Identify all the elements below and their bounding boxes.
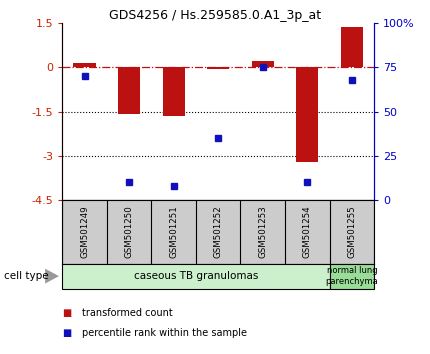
Text: GSM501250: GSM501250 — [125, 205, 134, 258]
Bar — [252, 61, 274, 67]
Bar — [62, 264, 329, 289]
Bar — [118, 67, 140, 114]
Text: GDS4256 / Hs.259585.0.A1_3p_at: GDS4256 / Hs.259585.0.A1_3p_at — [109, 9, 321, 22]
Text: transformed count: transformed count — [82, 308, 172, 318]
Bar — [296, 67, 319, 162]
Text: GSM501254: GSM501254 — [303, 205, 312, 258]
Bar — [74, 63, 96, 67]
Bar — [341, 27, 363, 67]
Polygon shape — [45, 269, 59, 284]
Text: caseous TB granulomas: caseous TB granulomas — [134, 271, 258, 281]
Bar — [207, 67, 229, 69]
Text: percentile rank within the sample: percentile rank within the sample — [82, 328, 247, 338]
Text: ■: ■ — [62, 328, 72, 338]
Text: GSM501255: GSM501255 — [347, 205, 356, 258]
Text: cell type: cell type — [4, 271, 49, 281]
Text: GSM501251: GSM501251 — [169, 205, 178, 258]
Text: GSM501253: GSM501253 — [258, 205, 267, 258]
Text: GSM501252: GSM501252 — [214, 205, 223, 258]
Bar — [329, 264, 374, 289]
Text: GSM501249: GSM501249 — [80, 205, 89, 258]
Bar — [163, 67, 185, 116]
Text: normal lung
parenchyma: normal lung parenchyma — [326, 267, 378, 286]
Text: ■: ■ — [62, 308, 72, 318]
